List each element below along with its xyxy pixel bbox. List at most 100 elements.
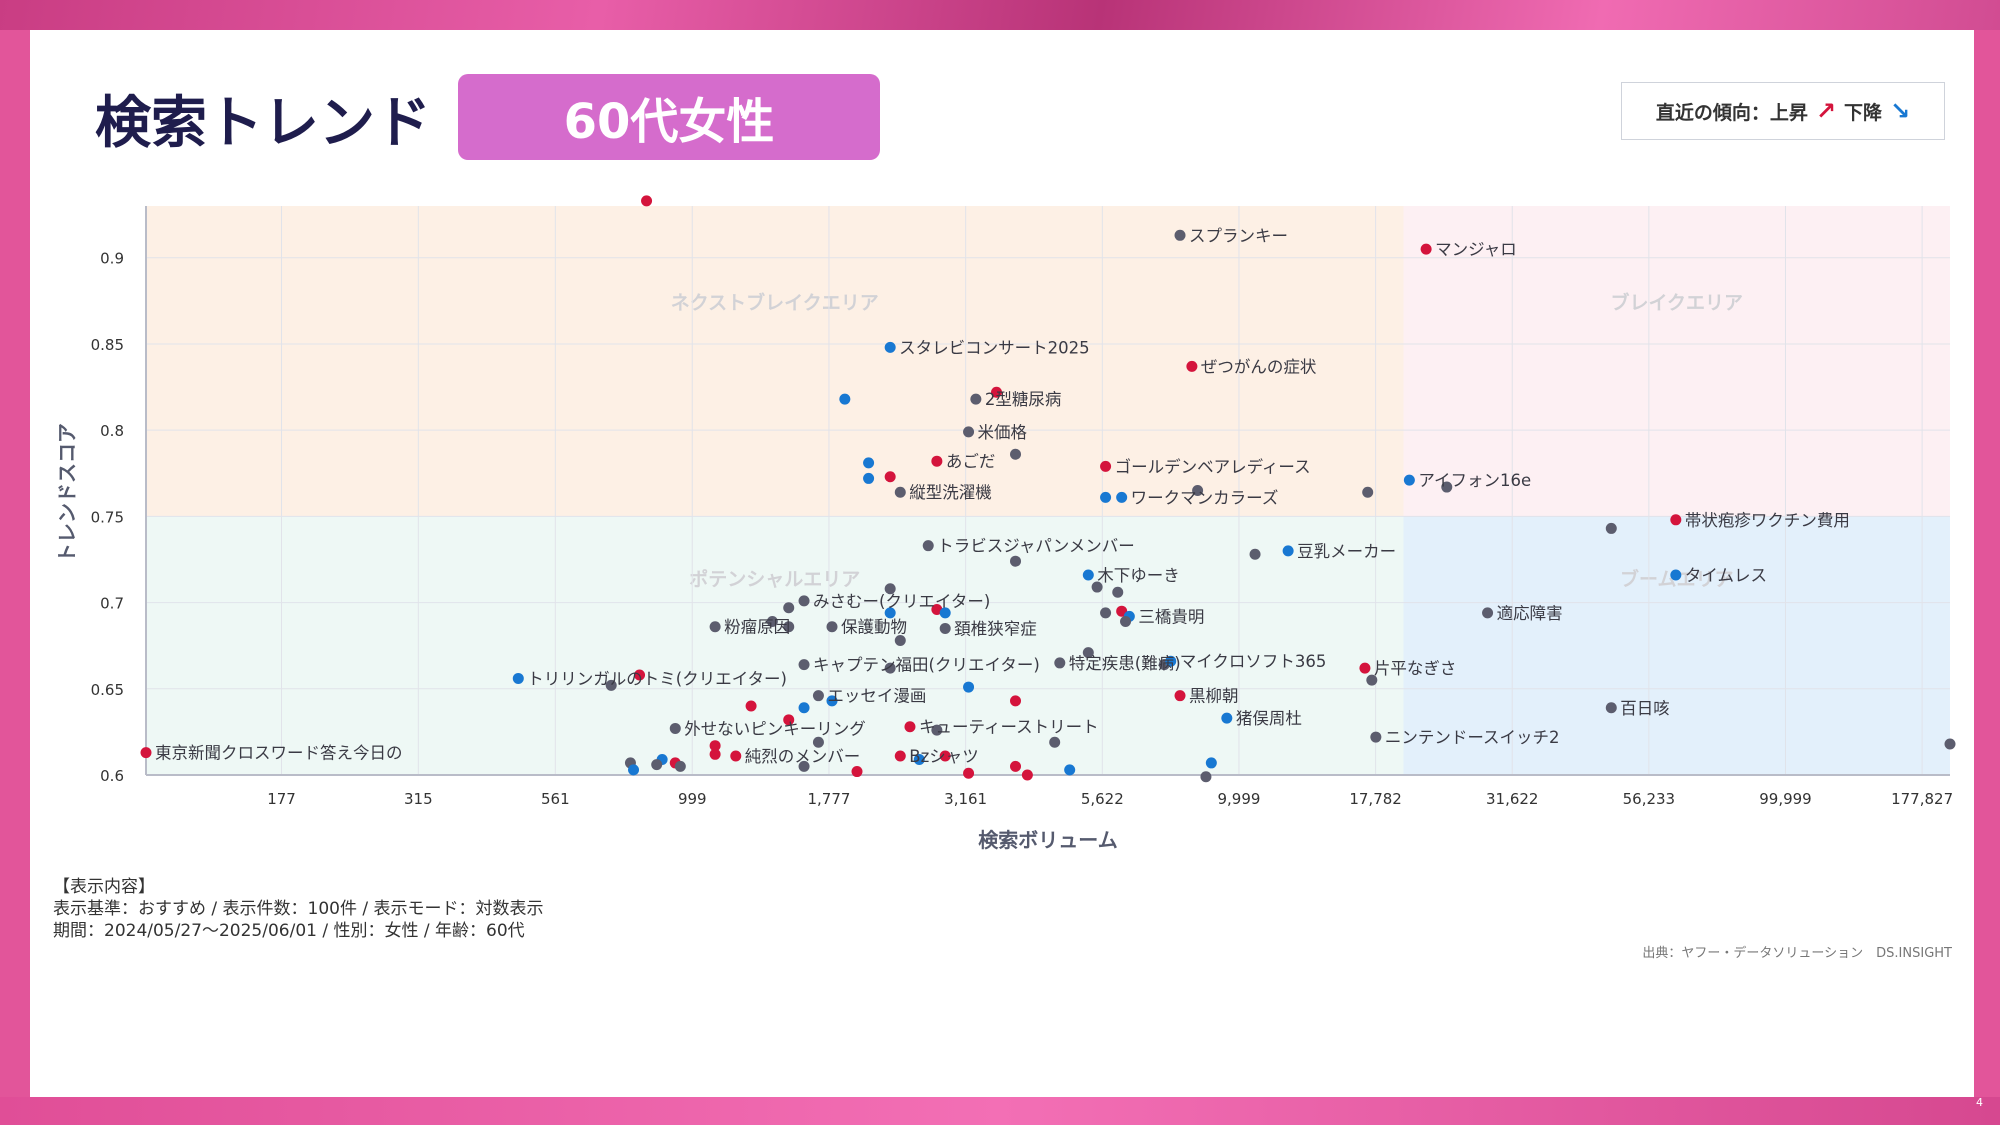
data-point[interactable] [709, 621, 721, 633]
data-point[interactable] [1091, 581, 1103, 593]
data-point[interactable] [1482, 607, 1494, 619]
data-point[interactable] [1021, 769, 1033, 781]
data-point[interactable] [812, 690, 824, 702]
data-point[interactable] [863, 457, 875, 469]
data-point[interactable] [1010, 760, 1022, 772]
data-point[interactable] [904, 721, 916, 733]
data-point[interactable] [939, 622, 951, 634]
data-point[interactable] [826, 695, 838, 707]
data-point-label: 米価格 [978, 423, 1028, 442]
data-point[interactable] [766, 616, 778, 628]
data-point[interactable] [1441, 481, 1453, 493]
quadrant-area-2 [146, 516, 1404, 775]
page-title: 検索トレンド [95, 91, 431, 156]
data-point[interactable] [839, 393, 851, 405]
data-point[interactable] [628, 764, 640, 776]
data-point-label: 粉瘤原因 [724, 618, 790, 637]
data-point[interactable] [884, 607, 896, 619]
data-point[interactable] [1082, 569, 1094, 581]
data-point[interactable] [641, 195, 653, 207]
data-point[interactable] [931, 724, 943, 736]
data-point[interactable] [1174, 229, 1186, 241]
data-point[interactable] [669, 722, 681, 734]
data-point[interactable] [674, 760, 686, 772]
data-point[interactable] [1010, 555, 1022, 567]
data-point[interactable] [730, 750, 742, 762]
notes-line-criteria: 表示基準：おすすめ / 表示件数：100件 / 表示モード：対数表示 [53, 899, 544, 919]
data-point[interactable] [1116, 491, 1128, 503]
data-point[interactable] [1362, 486, 1374, 498]
data-point[interactable] [1165, 655, 1177, 667]
data-point[interactable] [1054, 657, 1066, 669]
data-point[interactable] [884, 341, 896, 353]
data-point[interactable] [1112, 586, 1124, 598]
data-point[interactable] [970, 393, 982, 405]
data-point[interactable] [140, 747, 152, 759]
x-tick-label: 177,827 [1891, 790, 1953, 808]
data-point[interactable] [991, 386, 1003, 398]
data-point[interactable] [1420, 243, 1432, 255]
data-point[interactable] [1249, 548, 1261, 560]
data-point[interactable] [709, 740, 721, 752]
data-point[interactable] [1049, 736, 1061, 748]
data-point[interactable] [1100, 491, 1112, 503]
data-point[interactable] [963, 681, 975, 693]
data-point[interactable] [1605, 702, 1617, 714]
data-point[interactable] [1200, 771, 1212, 783]
data-point[interactable] [939, 607, 951, 619]
data-point[interactable] [884, 662, 896, 674]
data-point[interactable] [931, 603, 943, 615]
data-point[interactable] [931, 455, 943, 467]
data-point[interactable] [1944, 738, 1956, 750]
data-point[interactable] [745, 700, 757, 712]
data-point-label: マンジャロ [1435, 240, 1517, 259]
data-point[interactable] [783, 621, 795, 633]
data-point[interactable] [922, 540, 934, 552]
data-point[interactable] [1174, 690, 1186, 702]
data-point[interactable] [1205, 757, 1217, 769]
data-point[interactable] [1366, 674, 1378, 686]
data-point[interactable] [1010, 448, 1022, 460]
data-point[interactable] [1100, 607, 1112, 619]
data-point[interactable] [1192, 485, 1204, 496]
data-point[interactable] [1359, 662, 1371, 674]
data-point[interactable] [863, 472, 875, 484]
data-point[interactable] [1670, 569, 1682, 581]
data-point[interactable] [1221, 712, 1233, 724]
data-point[interactable] [783, 714, 795, 726]
data-point[interactable] [963, 426, 975, 438]
data-point[interactable] [798, 659, 810, 671]
data-point[interactable] [884, 471, 896, 483]
data-point[interactable] [1370, 731, 1382, 743]
data-point[interactable] [1064, 764, 1076, 776]
data-point[interactable] [1010, 695, 1022, 707]
data-point[interactable] [939, 750, 951, 762]
data-point[interactable] [913, 753, 925, 765]
data-point[interactable] [798, 702, 810, 714]
data-point[interactable] [1403, 474, 1415, 486]
data-point-label: みさむー(クリエイター) [813, 592, 990, 611]
data-point[interactable] [783, 602, 795, 614]
data-point[interactable] [798, 760, 810, 772]
data-point[interactable] [851, 766, 863, 778]
data-point[interactable] [884, 583, 896, 595]
data-point[interactable] [894, 750, 906, 762]
data-point[interactable] [1605, 522, 1617, 534]
data-point[interactable] [894, 635, 906, 647]
data-point[interactable] [512, 672, 524, 684]
data-point[interactable] [1186, 360, 1198, 372]
data-point[interactable] [1120, 616, 1132, 628]
data-point[interactable] [1100, 460, 1112, 472]
data-point[interactable] [1082, 647, 1094, 659]
data-point[interactable] [812, 736, 824, 748]
data-point[interactable] [651, 759, 663, 771]
data-point[interactable] [826, 621, 838, 633]
data-point[interactable] [1670, 514, 1682, 526]
data-point[interactable] [894, 486, 906, 498]
data-point[interactable] [709, 748, 721, 760]
data-point[interactable] [798, 595, 810, 607]
data-point[interactable] [963, 767, 975, 779]
data-point[interactable] [634, 669, 646, 681]
data-point[interactable] [605, 679, 617, 691]
data-point[interactable] [1282, 545, 1294, 557]
